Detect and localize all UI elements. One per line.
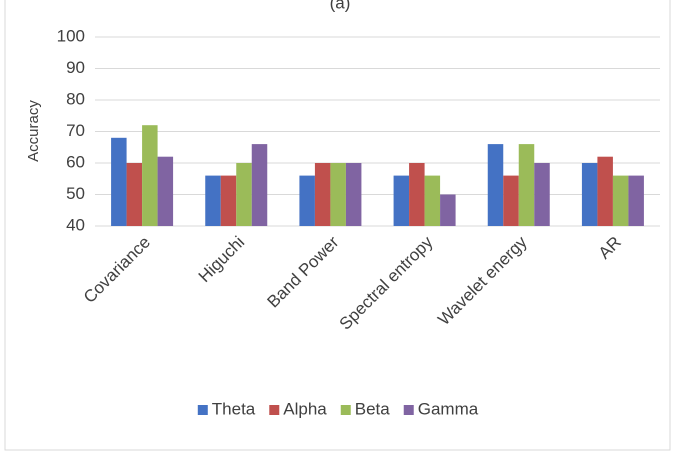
legend-label: Theta: [212, 399, 256, 418]
bar: [205, 175, 221, 226]
bar: [597, 156, 613, 226]
bar: [440, 194, 456, 226]
legend-label: Beta: [355, 399, 391, 418]
bar: [236, 163, 252, 226]
y-tick-label: 80: [66, 89, 85, 108]
legend-swatch: [269, 405, 280, 415]
legend-swatch: [403, 405, 414, 415]
legend-swatch: [340, 405, 351, 415]
bar: [157, 156, 174, 226]
y-axis-label: Accuracy: [25, 100, 42, 162]
legend-label: Alpha: [283, 399, 327, 418]
chart-title: (a): [330, 0, 351, 12]
legend-label: Gamma: [418, 399, 479, 418]
y-tick-label: 40: [66, 215, 85, 234]
bar: [220, 175, 237, 226]
bar: [330, 163, 346, 226]
y-tick-label: 60: [66, 152, 85, 171]
y-tick-label: 50: [66, 184, 85, 203]
bar: [345, 163, 362, 226]
bar: [424, 175, 441, 226]
legend-swatch: [197, 405, 208, 415]
bar: [393, 175, 410, 226]
bar: [518, 144, 535, 226]
bar: [111, 137, 127, 226]
bar: [409, 163, 425, 226]
bar: [581, 163, 598, 226]
bar: [628, 175, 644, 226]
y-tick-label: 70: [66, 121, 85, 140]
bar: [251, 144, 268, 226]
bar: [142, 125, 158, 226]
legend: Theta Alpha Beta Gamma: [197, 399, 479, 418]
y-tick-label: 90: [66, 58, 85, 77]
bar: [503, 175, 519, 226]
y-tick-label: 100: [57, 26, 85, 45]
bar: [487, 144, 504, 226]
bar: [314, 163, 331, 226]
bar: [126, 163, 143, 226]
bar: [299, 175, 315, 226]
bar: [612, 175, 629, 226]
bar: [534, 163, 550, 226]
